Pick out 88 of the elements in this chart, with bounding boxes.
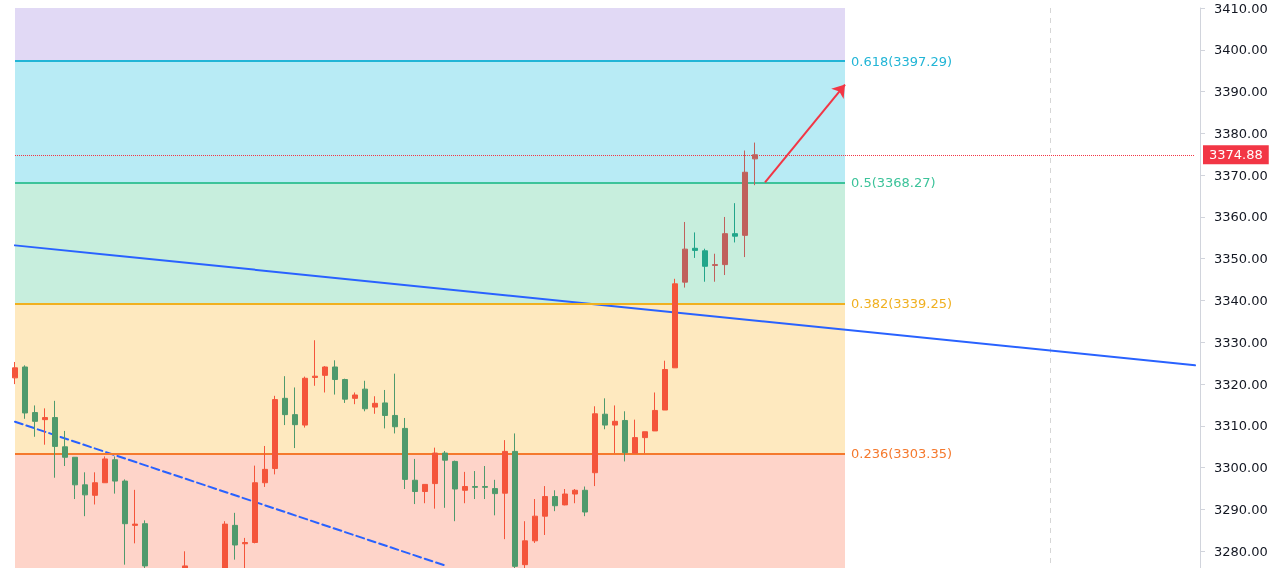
candlestick [582, 486, 588, 517]
candlestick [682, 221, 688, 289]
candlestick [732, 202, 738, 243]
candlestick [242, 537, 248, 568]
candlestick [402, 417, 408, 490]
candlestick [142, 519, 148, 568]
y-tick-label: 3290.00 [1214, 501, 1268, 517]
candlestick [752, 142, 758, 186]
y-tick-label: 3410.00 [1214, 0, 1268, 16]
y-tick-label: 3380.00 [1214, 125, 1268, 141]
candlestick [642, 431, 648, 454]
candlestick [372, 395, 378, 415]
candlestick [322, 365, 328, 393]
candlestick [282, 375, 288, 426]
y-tick-label: 3360.00 [1214, 209, 1268, 225]
candlestick [472, 470, 478, 500]
candlestick [522, 520, 528, 568]
candlestick [562, 488, 568, 506]
candlestick [702, 248, 708, 283]
candlestick [72, 456, 78, 500]
candlestick [382, 389, 388, 429]
candlestick [512, 432, 518, 568]
candlestick [52, 400, 58, 479]
y-tick-label: 3340.00 [1214, 293, 1268, 309]
candlestick [352, 391, 358, 405]
y-tick-label: 3320.00 [1214, 376, 1268, 392]
candlestick [422, 483, 428, 504]
candlestick [292, 386, 298, 449]
y-tick-label: 3280.00 [1214, 543, 1268, 559]
candlestick [672, 278, 678, 369]
candlestick [622, 410, 628, 462]
candlestick [492, 479, 498, 516]
candlestick [12, 361, 18, 385]
y-tick-label: 3310.00 [1214, 418, 1268, 434]
candlestick [482, 465, 488, 500]
candlestick [82, 471, 88, 517]
candlestick [602, 397, 608, 430]
candlestick [462, 471, 468, 504]
candlestick [112, 455, 118, 495]
candlestick [182, 550, 188, 568]
ref-line-label: 0.618(3397.29) [851, 53, 953, 69]
candlestick [92, 471, 98, 505]
candlestick [332, 359, 338, 396]
ref-line-label: 0.236(3303.35) [851, 446, 953, 462]
y-tick-label: 3390.00 [1214, 84, 1268, 100]
candlestick [612, 404, 618, 454]
candlestick [662, 360, 668, 411]
candlestick [502, 439, 508, 540]
candlestick [392, 373, 398, 434]
candlestick [552, 489, 558, 512]
candlestick [692, 231, 698, 259]
y-tick-label: 3330.00 [1214, 334, 1268, 350]
candlestick [232, 512, 238, 561]
candlestick [592, 405, 598, 487]
candlestick [342, 378, 348, 404]
candlestick [132, 489, 138, 544]
y-tick-label: 3400.00 [1214, 42, 1268, 58]
candlestick [222, 520, 228, 568]
candlestick [722, 216, 728, 276]
candlestick [652, 391, 658, 432]
y-tick-label: 3350.00 [1214, 251, 1268, 267]
candlestick [102, 455, 108, 484]
candlestick [32, 404, 38, 438]
candlestick [712, 253, 718, 283]
candlestick [432, 447, 438, 510]
candlestick [532, 498, 538, 544]
candlestick [42, 407, 48, 446]
candlestick [362, 380, 368, 412]
candlestick [442, 450, 448, 509]
candlestick [122, 478, 128, 566]
candlestick [742, 150, 748, 258]
candlestick [62, 430, 68, 467]
candlestick [272, 395, 278, 475]
candlestick [262, 445, 268, 488]
ref-line-label: 0.5(3368.27) [851, 174, 936, 190]
candlestick [542, 485, 548, 536]
ref-line-label: 0.382(3339.25) [851, 296, 953, 312]
candlestick [312, 339, 318, 387]
candlestick [302, 376, 308, 429]
candlestick [412, 458, 418, 505]
y-tick-label: 3370.00 [1214, 167, 1268, 183]
y-tick-label: 3300.00 [1214, 460, 1268, 476]
candlestick [632, 419, 638, 454]
candlestick [22, 364, 28, 420]
candlestick [572, 488, 578, 504]
ref-line-label: 3374.88 [1209, 147, 1263, 163]
candlestick [252, 465, 258, 544]
candlestick [452, 460, 458, 522]
